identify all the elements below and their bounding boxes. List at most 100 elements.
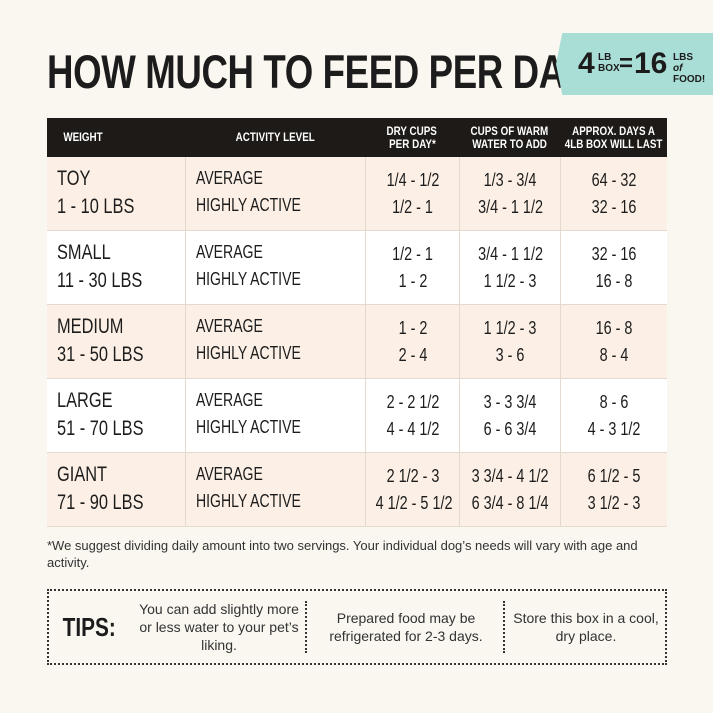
column-header: DRY CUPS PER DAY* xyxy=(365,118,459,157)
cell-line: AVERAGE xyxy=(196,390,282,411)
weight-cell: TOY 1 - 10 LBS xyxy=(47,157,185,231)
size-name: GIANT xyxy=(57,463,121,487)
cell-text: 1 - 2 xyxy=(398,318,428,338)
weight-text: 11 - 30 LBS xyxy=(57,269,143,292)
activity-cell: AVERAGE HIGHLY ACTIVE xyxy=(185,231,365,305)
cell-line: AVERAGE xyxy=(196,168,282,189)
days-cell: 32 - 16 16 - 8 xyxy=(560,231,667,305)
cell-line: HIGHLY ACTIVE xyxy=(196,343,330,364)
column-header: APPROX. DAYS A 4LB BOX WILL LAST xyxy=(560,118,667,157)
size-text: LARGE xyxy=(57,389,113,412)
cell-line: 2 - 2 1/2 xyxy=(366,392,460,413)
title-text: HOW MUCH TO FEED PER DAY xyxy=(47,45,586,98)
cell-line: 3/4 - 1 1/2 xyxy=(460,197,561,218)
column-header-line: WEIGHT xyxy=(63,130,103,144)
cell-text: 16 - 8 xyxy=(596,318,633,338)
cell-line: AVERAGE xyxy=(196,316,282,337)
cell-text: 32 - 16 xyxy=(592,244,637,264)
badge-number: 4 xyxy=(578,47,595,80)
water-cups-cell: 1/3 - 3/4 3/4 - 1 1/2 xyxy=(459,157,560,231)
cell-text: 32 - 16 xyxy=(592,197,637,217)
cell-text: 16 - 8 xyxy=(596,271,633,291)
size-name: MEDIUM xyxy=(57,315,142,339)
water-cups-cell: 3/4 - 1 1/2 1 1/2 - 3 xyxy=(459,231,560,305)
tips-label-text: TIPS: xyxy=(62,612,116,642)
cell-line: 1/2 - 1 xyxy=(366,244,460,265)
badge: 4 LB BOX = 16 LBS of FOOD! xyxy=(556,33,713,95)
badge-unit-line: FOOD! xyxy=(673,74,706,85)
cell-text: 6 3/4 - 8 1/4 xyxy=(472,493,549,513)
tips-label: TIPS: xyxy=(49,591,129,663)
column-header: ACTIVITY LEVEL xyxy=(185,118,365,157)
cell-text: 64 - 32 xyxy=(592,170,637,190)
size-text: SMALL xyxy=(57,241,111,264)
cell-text: HIGHLY ACTIVE xyxy=(196,343,301,363)
table-row: TOY 1 - 10 LBS AVERAGE HIGHLY ACTIVE 1/4 - 1… xyxy=(47,157,667,231)
cell-line: 32 - 16 xyxy=(561,197,668,218)
weight-range: 11 - 30 LBS xyxy=(57,269,166,293)
dry-cups-cell: 2 1/2 - 3 4 1/2 - 5 1/2 xyxy=(365,453,459,527)
cell-text: HIGHLY ACTIVE xyxy=(196,417,301,437)
cell-line: 1 1/2 - 3 xyxy=(460,318,561,339)
cell-line: 1/4 - 1/2 xyxy=(366,170,460,191)
footnote: *We suggest dividing daily amount into t… xyxy=(47,538,638,570)
cell-line: 64 - 32 xyxy=(561,170,668,191)
cell-text: 4 - 4 1/2 xyxy=(386,419,440,439)
cell-line: 1 1/2 - 3 xyxy=(460,271,561,292)
cell-text: 3 1/2 - 3 xyxy=(588,493,641,513)
cell-text: 3/4 - 1 1/2 xyxy=(478,197,543,217)
cell-text: AVERAGE xyxy=(196,242,263,262)
cell-text: 3/4 - 1 1/2 xyxy=(478,244,543,264)
column-header-line: ACTIVITY LEVEL xyxy=(235,130,315,144)
weight-text: 1 - 10 LBS xyxy=(57,195,135,218)
cell-line: HIGHLY ACTIVE xyxy=(196,195,330,216)
cell-line: 6 3/4 - 8 1/4 xyxy=(460,493,561,514)
cell-line: 3 3/4 - 4 1/2 xyxy=(460,466,561,487)
cell-line: 4 - 3 1/2 xyxy=(561,419,668,440)
dry-cups-cell: 1/4 - 1/2 1/2 - 1 xyxy=(365,157,459,231)
tip: You can add slightly more or less water … xyxy=(139,601,299,653)
badge-unit: LB BOX xyxy=(598,52,620,74)
column-header-line: APPROX. DAYS A xyxy=(572,123,655,138)
days-cell: 8 - 6 4 - 3 1/2 xyxy=(560,379,667,453)
cell-line: 1/3 - 3/4 xyxy=(460,170,561,191)
cell-text: 2 - 2 1/2 xyxy=(386,392,440,412)
tip: Store this box in a cool, dry place. xyxy=(513,610,659,644)
activity-cell: AVERAGE HIGHLY ACTIVE xyxy=(185,453,365,527)
cell-line: AVERAGE xyxy=(196,242,282,263)
water-cups-cell: 3 3/4 - 4 1/2 6 3/4 - 8 1/4 xyxy=(459,453,560,527)
cell-text: AVERAGE xyxy=(196,390,263,410)
weight-range: 51 - 70 LBS xyxy=(57,417,168,441)
weight-range: 71 - 90 LBS xyxy=(57,491,168,515)
days-cell: 64 - 32 32 - 16 xyxy=(560,157,667,231)
cell-text: 2 - 4 xyxy=(398,345,428,365)
column-header-line: DRY CUPS xyxy=(386,123,438,138)
cell-text: 3 - 3 3/4 xyxy=(484,392,537,412)
cell-line: 8 - 6 xyxy=(561,392,668,413)
activity-cell: AVERAGE HIGHLY ACTIVE xyxy=(185,305,365,379)
badge-unit-line: LBS xyxy=(673,52,693,63)
weight-text: 51 - 70 LBS xyxy=(57,417,144,440)
cell-line: 1 - 2 xyxy=(366,318,460,339)
title: HOW MUCH TO FEED PER DAY xyxy=(47,44,713,99)
cell-text: 1 1/2 - 3 xyxy=(484,318,537,338)
column-header-line: WATER TO ADD xyxy=(472,136,547,151)
cell-line: 2 - 4 xyxy=(366,345,460,366)
cell-line: 4 - 4 1/2 xyxy=(366,419,460,440)
weight-cell: SMALL 11 - 30 LBS xyxy=(47,231,185,305)
divider xyxy=(503,601,505,653)
badge-unit-line: LB xyxy=(598,52,612,63)
cell-line: 32 - 16 xyxy=(561,244,668,265)
cell-text: 6 1/2 - 5 xyxy=(588,466,641,486)
cell-line: 6 - 6 3/4 xyxy=(460,419,561,440)
cell-text: 1/3 - 3/4 xyxy=(484,170,537,190)
cell-text: 1 1/2 - 3 xyxy=(484,271,537,291)
tips-box: TIPS: You can add slightly more or less … xyxy=(47,589,667,665)
divider xyxy=(305,601,307,653)
cell-line: 16 - 8 xyxy=(561,318,668,339)
size-text: MEDIUM xyxy=(57,315,124,338)
cell-line: 2 1/2 - 3 xyxy=(366,466,460,487)
cell-text: HIGHLY ACTIVE xyxy=(196,491,301,511)
cell-text: 8 - 4 xyxy=(600,345,629,365)
